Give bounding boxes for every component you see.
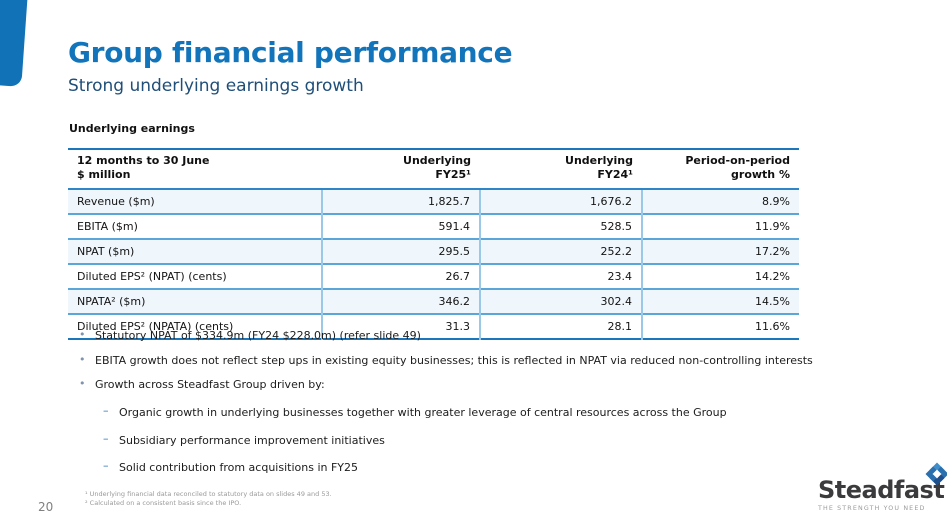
row-label: EBITA ($m) <box>77 219 138 233</box>
footnote-2: ² Calculated on a consistent basis since… <box>85 498 242 507</box>
sub-bullet-item: Solid contribution from acquisitions in … <box>103 460 879 474</box>
steadfast-diamond-icon <box>925 462 947 486</box>
row-growth-value: 17.2% <box>641 238 799 264</box>
footnote-1: ¹ Underlying financial data reconciled t… <box>85 490 332 498</box>
row-fy24-value: 528.5 <box>479 213 642 239</box>
header-growth: Period-on-period growth % <box>642 148 799 190</box>
table-row: EBITA ($m) 591.4 528.5 11.9% <box>68 213 799 239</box>
header-fy25: Underlying FY25¹ <box>322 148 480 190</box>
row-fy25-value: 1,825.7 <box>321 188 480 214</box>
bullet-item: Growth across Steadfast Group driven by: <box>79 378 879 391</box>
table-row: Diluted EPS² (NPAT) (cents) 26.7 23.4 14… <box>68 263 799 289</box>
table-header-row: 12 months to 30 June $ million Underlyin… <box>68 148 799 190</box>
page-title: Group financial performance <box>68 36 513 69</box>
row-growth-value: 11.9% <box>641 213 799 239</box>
table-section-label: Underlying earnings <box>69 122 195 135</box>
row-fy24-value: 23.4 <box>479 263 642 289</box>
row-fy25-value: 26.7 <box>321 263 480 289</box>
logo-tagline: THE STRENGTH YOU NEED <box>818 505 926 512</box>
row-growth-value: 14.5% <box>641 288 799 314</box>
header-fy24: Underlying FY24¹ <box>480 148 642 190</box>
row-fy24-value: 302.4 <box>479 288 642 314</box>
logo-wordmark: Steadfast <box>818 476 945 504</box>
bullet-item: Statutory NPAT of $334.9m (FY24 $228.0m)… <box>79 329 879 342</box>
row-label: Diluted EPS² (NPAT) (cents) <box>77 269 227 283</box>
row-growth-value: 8.9% <box>641 188 799 214</box>
row-fy24-value: 252.2 <box>479 238 642 264</box>
table-row: NPAT ($m) 295.5 252.2 17.2% <box>68 238 799 264</box>
row-fy25-value: 295.5 <box>321 238 480 264</box>
corner-accent-shape <box>0 0 28 87</box>
underlying-earnings-table: 12 months to 30 June $ million Underlyin… <box>68 148 799 340</box>
page-number: 20 <box>38 500 54 514</box>
commentary-bullets: Statutory NPAT of $334.9m (FY24 $228.0m)… <box>79 329 879 490</box>
row-fy25-value: 591.4 <box>321 213 480 239</box>
row-label: NPAT ($m) <box>77 244 135 258</box>
row-label: NPATA² ($m) <box>77 294 146 308</box>
footnotes: ¹ Underlying financial data reconciled t… <box>85 490 332 508</box>
row-growth-value: 14.2% <box>641 263 799 289</box>
sub-bullet-item: Subsidiary performance improvement initi… <box>103 433 879 447</box>
sub-bullet-item: Organic growth in underlying businesses … <box>103 405 879 419</box>
table-row: NPATA² ($m) 346.2 302.4 14.5% <box>68 288 799 314</box>
row-label: Revenue ($m) <box>77 194 155 208</box>
page-subtitle: Strong underlying earnings growth <box>68 76 364 96</box>
bullet-item: EBITA growth does not reflect step ups i… <box>79 354 879 367</box>
row-fy25-value: 346.2 <box>321 288 480 314</box>
sub-bullet-list: Organic growth in underlying businesses … <box>103 405 879 474</box>
header-period: 12 months to 30 June $ million <box>68 148 322 190</box>
row-fy24-value: 1,676.2 <box>479 188 642 214</box>
table-row: Revenue ($m) 1,825.7 1,676.2 8.9% <box>68 188 799 214</box>
steadfast-logo: Steadfast THE STRENGTH YOU NEED <box>818 462 947 512</box>
